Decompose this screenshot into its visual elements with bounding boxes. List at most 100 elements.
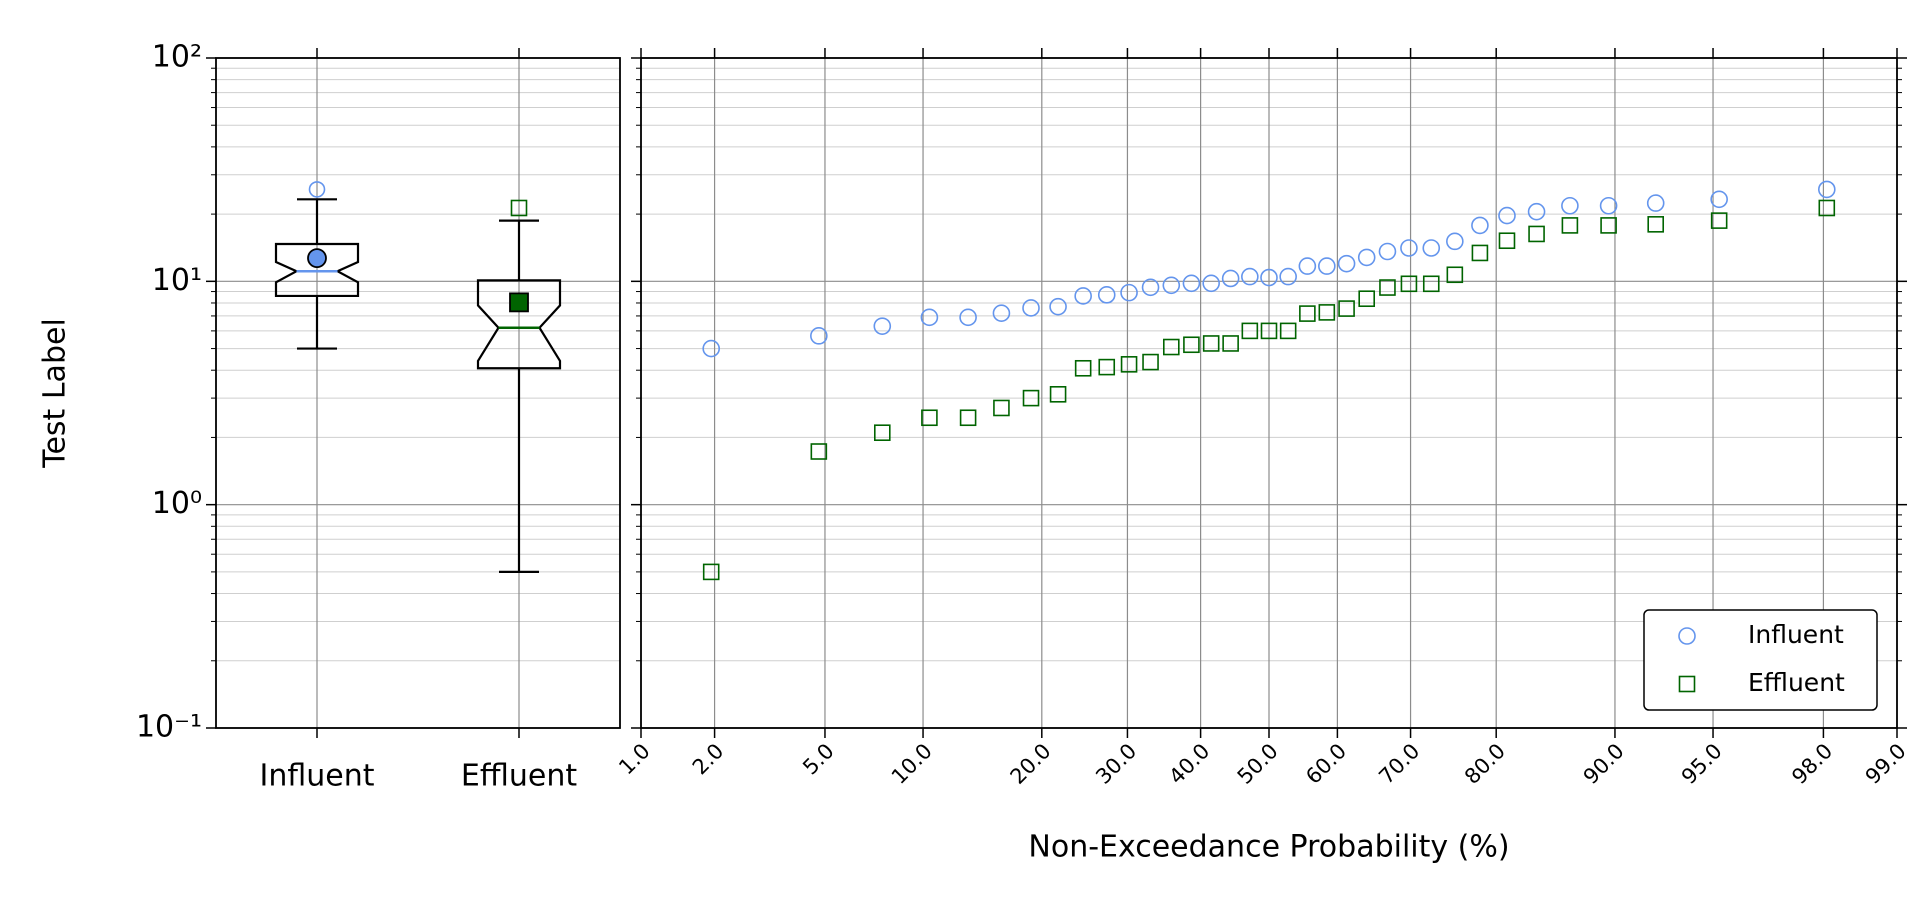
marker [1528, 225, 1545, 243]
marker [1141, 278, 1160, 297]
x-tick-label: 5.0 [798, 739, 839, 780]
marker [702, 339, 720, 358]
marker [1600, 217, 1617, 234]
x-tick-label: 30.0 [1091, 739, 1141, 789]
marker [1446, 232, 1464, 251]
marker [921, 409, 938, 427]
marker [1446, 266, 1464, 284]
y-tick-label: 10¹ [152, 263, 202, 298]
marker [1710, 190, 1728, 209]
marker [1049, 386, 1067, 403]
x-tick-label: 1.0 [614, 739, 655, 780]
x-tick-label: 60.0 [1301, 739, 1351, 789]
marker [1074, 287, 1092, 305]
marker [1422, 239, 1441, 257]
box [476, 279, 562, 370]
marker [1222, 335, 1239, 352]
axes-frame [640, 57, 1898, 729]
axes-frame [215, 57, 621, 729]
marker [509, 292, 529, 313]
marker [1318, 304, 1336, 321]
marker [1183, 336, 1200, 354]
legend-label: Effluent [1748, 668, 1845, 697]
marker [1646, 194, 1665, 212]
x-tick-label: 10.0 [887, 739, 937, 789]
marker [1202, 335, 1220, 352]
marker [1260, 268, 1278, 287]
marker [1599, 196, 1618, 215]
marker [1202, 274, 1220, 293]
legend-marker [1678, 675, 1696, 693]
marker [873, 317, 892, 335]
x-tick-label: Influent [259, 759, 374, 794]
marker [1142, 353, 1159, 371]
marker [1260, 322, 1278, 340]
x-tick-label: 70.0 [1374, 739, 1424, 789]
marker [1049, 297, 1067, 316]
marker [1074, 359, 1092, 377]
marker [1379, 279, 1396, 296]
legend-label: Influent [1748, 620, 1844, 649]
marker [1471, 216, 1489, 235]
legend-marker [1678, 627, 1696, 645]
y-tick-label: 10⁰ [152, 486, 202, 521]
y-tick-label: 10⁻¹ [136, 710, 202, 745]
marker [1337, 254, 1356, 273]
marker [1120, 356, 1138, 373]
marker [1818, 180, 1836, 199]
marker [1527, 202, 1546, 221]
marker [1357, 248, 1376, 267]
marker [1279, 267, 1297, 286]
marker [1022, 389, 1040, 407]
marker [510, 199, 528, 217]
marker [1378, 242, 1397, 261]
marker [1097, 286, 1116, 304]
legend: Influent Effluent [1643, 609, 1878, 711]
y-tick-label: 10² [152, 40, 202, 75]
marker [1338, 300, 1355, 317]
marker [1298, 257, 1317, 275]
marker [959, 308, 977, 327]
marker [810, 443, 828, 460]
marker [1162, 276, 1181, 295]
marker [1400, 239, 1418, 257]
x-tick-label: 40.0 [1164, 739, 1214, 789]
marker [1182, 274, 1201, 293]
marker [1818, 199, 1836, 217]
marker [1400, 275, 1418, 293]
marker [1561, 196, 1579, 215]
x-tick-label: 2.0 [688, 739, 729, 780]
x-axis-label: Non-Exceedance Probability (%) [1028, 830, 1509, 865]
marker [1022, 299, 1040, 317]
marker [1279, 322, 1297, 340]
x-tick-label: 20.0 [1006, 739, 1056, 789]
x-tick-label: 98.0 [1787, 739, 1837, 789]
marker [1710, 212, 1728, 229]
marker [308, 181, 326, 198]
marker [1471, 244, 1489, 262]
marker [1561, 217, 1579, 234]
marker [873, 424, 891, 442]
marker [1358, 290, 1376, 308]
marker [1162, 338, 1180, 356]
marker [1498, 206, 1516, 225]
marker [810, 327, 828, 345]
marker [1241, 322, 1259, 340]
box [274, 242, 360, 298]
marker [307, 248, 327, 269]
marker [1498, 232, 1516, 250]
marker [702, 563, 720, 581]
marker [993, 399, 1010, 417]
marker [1299, 305, 1316, 322]
y-axis-label: Test Label [38, 318, 73, 469]
x-tick-label: 99.0 [1861, 739, 1911, 789]
x-tick-label: 80.0 [1460, 739, 1510, 789]
x-tick-label: 50.0 [1233, 739, 1283, 789]
marker [1098, 358, 1116, 376]
x-tick-label: Effluent [461, 759, 577, 794]
marker [1318, 257, 1336, 275]
marker [1221, 269, 1240, 288]
legend-frame [1643, 609, 1878, 711]
marker [920, 308, 939, 327]
